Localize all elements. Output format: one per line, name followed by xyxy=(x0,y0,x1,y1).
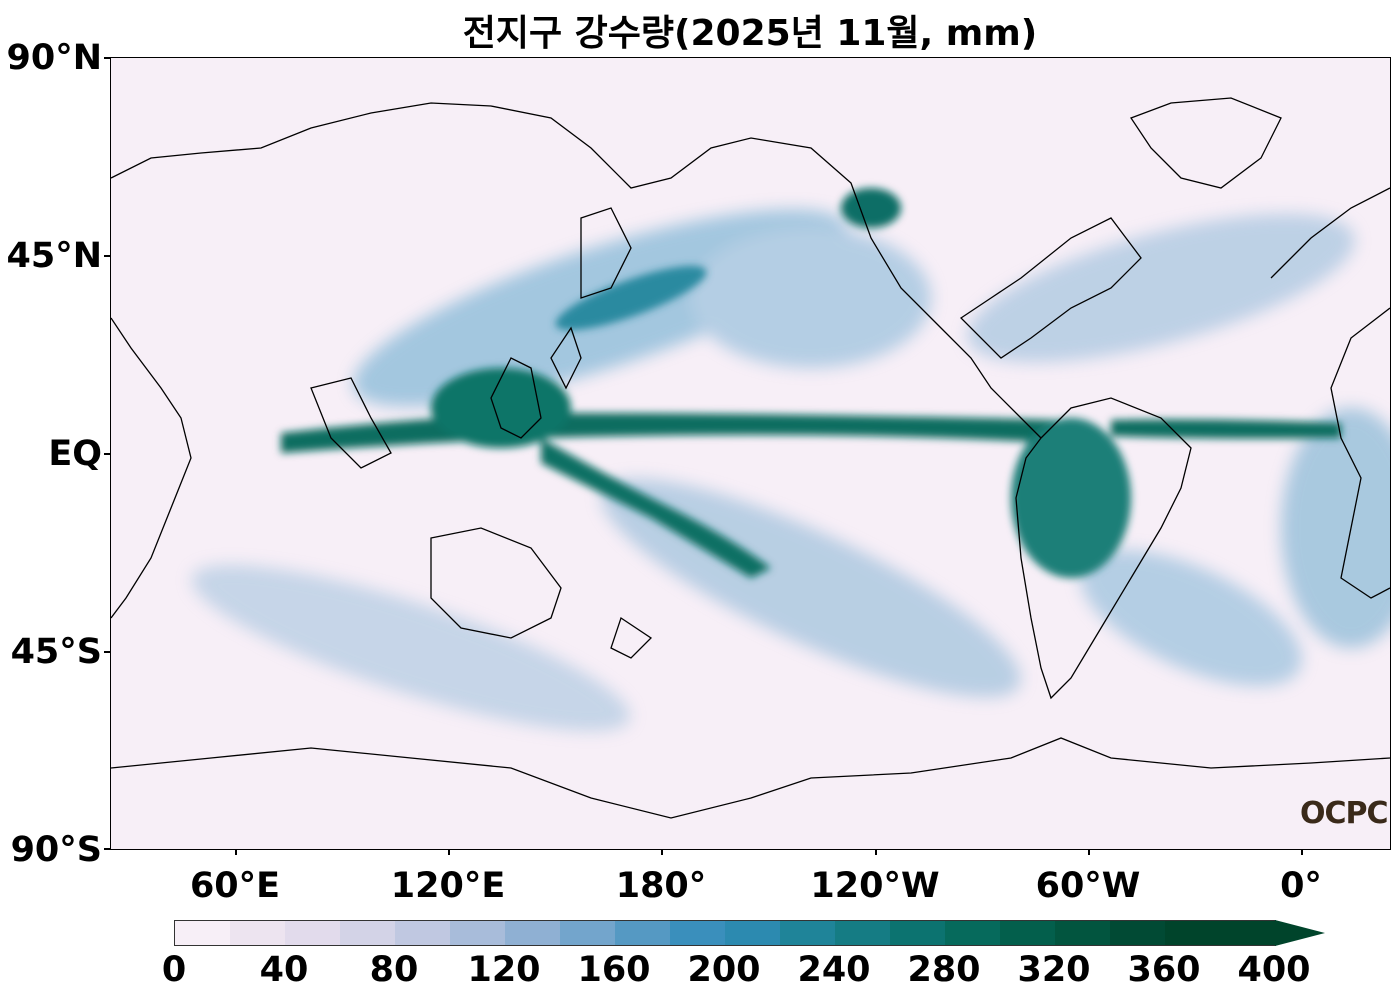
colorbar-tick-label: 320 xyxy=(1017,950,1091,990)
y-tick xyxy=(104,651,110,653)
x-label-120w: 120°W xyxy=(810,866,940,906)
colorbar-swatch xyxy=(670,921,725,945)
colorbar-tick-label: 280 xyxy=(907,950,981,990)
x-label-180: 180° xyxy=(615,866,707,906)
colorbar-swatch xyxy=(285,921,340,945)
precipitation-map xyxy=(110,57,1391,850)
colorbar-swatch xyxy=(1000,921,1055,945)
colorbar-tick-label: 400 xyxy=(1237,950,1311,990)
colorbar-swatch xyxy=(230,921,285,945)
coastlines xyxy=(111,97,1390,819)
y-tick xyxy=(104,453,110,455)
colorbar-tick-label: 360 xyxy=(1127,950,1201,990)
colorbar-swatch xyxy=(340,921,395,945)
x-tick xyxy=(661,849,663,855)
colorbar-tick-label: 40 xyxy=(259,950,309,990)
ocpc-logo: OCPC xyxy=(1300,796,1389,831)
precip-field xyxy=(191,188,1390,731)
x-tick xyxy=(1088,849,1090,855)
colorbar-swatch xyxy=(1220,921,1275,945)
x-label-60w: 60°W xyxy=(1035,866,1141,906)
colorbar-swatch xyxy=(615,921,670,945)
colorbar-swatch xyxy=(725,921,780,945)
map-title: 전지구 강수량(2025년 11월, mm) xyxy=(462,13,1038,54)
colorbar-extend-arrow xyxy=(1275,920,1325,946)
y-label-90s: 90°S xyxy=(10,830,102,870)
x-label-120e: 120°E xyxy=(390,866,506,906)
colorbar-swatch xyxy=(1165,921,1220,945)
colorbar-swatch xyxy=(505,921,560,945)
y-label-eq: EQ xyxy=(48,434,102,474)
colorbar-swatch xyxy=(780,921,835,945)
x-tick xyxy=(448,849,450,855)
x-tick xyxy=(1301,849,1303,855)
colorbar-swatch xyxy=(560,921,615,945)
x-label-0: 0° xyxy=(1280,866,1322,906)
colorbar-swatch xyxy=(175,921,230,945)
colorbar-swatch xyxy=(1110,921,1165,945)
colorbar-tick-label: 0 xyxy=(161,950,187,990)
x-tick xyxy=(875,849,877,855)
colorbar xyxy=(174,920,1276,946)
colorbar-tick-label: 80 xyxy=(369,950,419,990)
colorbar-tick-label: 200 xyxy=(687,950,761,990)
y-label-45s: 45°S xyxy=(10,632,102,672)
y-tick xyxy=(104,848,110,850)
y-label-45n: 45°N xyxy=(6,236,103,276)
x-label-60e: 60°E xyxy=(189,866,281,906)
colorbar-swatch xyxy=(1055,921,1110,945)
y-label-90n: 90°N xyxy=(6,38,103,78)
colorbar-tick-label: 160 xyxy=(577,950,651,990)
colorbar-tick-label: 240 xyxy=(797,950,871,990)
colorbar-swatch xyxy=(945,921,1000,945)
colorbar-swatch xyxy=(890,921,945,945)
colorbar-swatch xyxy=(835,921,890,945)
y-tick xyxy=(104,255,110,257)
colorbar-swatch xyxy=(450,921,505,945)
colorbar-tick-label: 120 xyxy=(467,950,541,990)
y-tick xyxy=(104,57,110,59)
map-svg xyxy=(111,97,1390,819)
x-tick xyxy=(235,849,237,855)
colorbar-swatch xyxy=(395,921,450,945)
